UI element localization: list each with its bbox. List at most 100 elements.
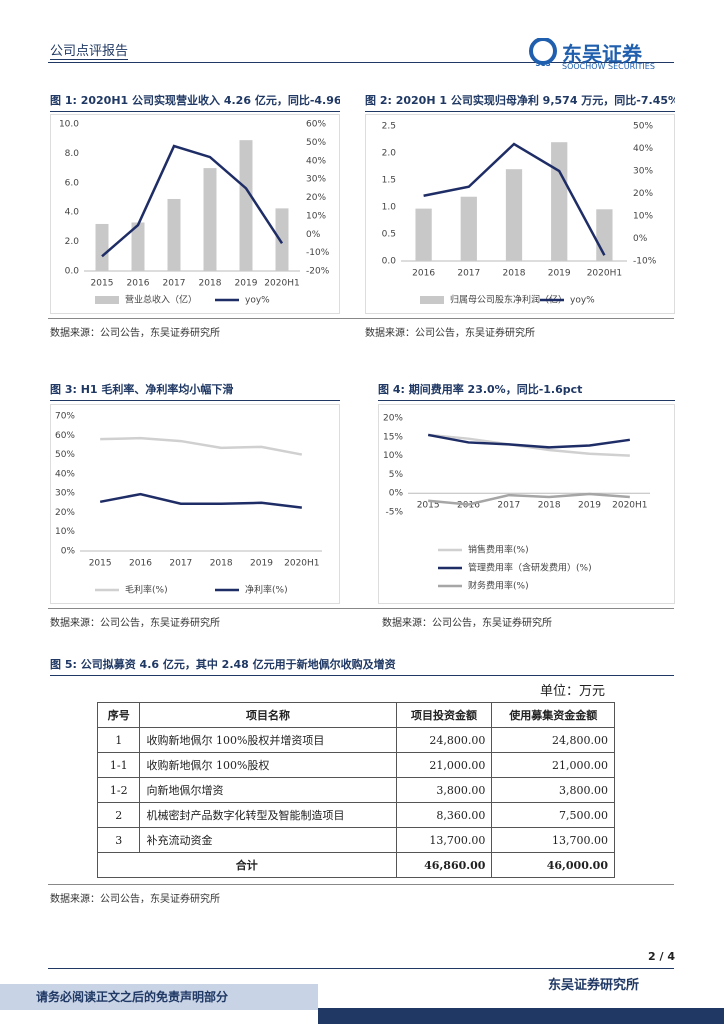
logo-cn: 东吴证券 (562, 42, 642, 66)
x-tick-label: 2017 (169, 559, 192, 569)
logo-ring (529, 38, 557, 65)
line (428, 492, 630, 506)
figure-title: 图 2: 2020H 1 公司实现归母净利 9,574 万元，同比-7.45% (365, 92, 675, 112)
chart: -5%0%5%10%15%20%2015 2016 2017 2018 2019 2020… (378, 404, 675, 604)
total-row: 合计 46,860.00 46,000.00 (97, 852, 615, 878)
report-type: 公司点评报告 (50, 40, 129, 60)
table-cell: 1-1 (96, 752, 141, 778)
y-tick-label: -5% (385, 508, 403, 518)
y2-tick-label: -20% (306, 267, 330, 277)
table-row: 1-2 向新地佩尔增资 3,800.00 3,800.00 (96, 777, 615, 803)
x-tick-label: 2015 (417, 501, 440, 511)
table: 序号 项目名称 项目投资金额 使用募集资金金额 1 收购新地佩尔 100%股权并增资项目 2… (96, 702, 615, 878)
y-tick-label: 40% (55, 469, 75, 479)
table-cell: 补充流动资金 (139, 827, 397, 853)
bar (415, 208, 432, 261)
disclaimer: 请务必阅读正文之后的免责声明部分 (36, 990, 229, 1004)
y2-tick-label: 0% (306, 230, 321, 240)
x-tick-label: 2015 (89, 559, 112, 569)
footer-band (0, 984, 318, 1010)
rule (48, 608, 674, 609)
y2-tick-label: 40% (633, 144, 653, 154)
table-cell: 1-2 (96, 777, 141, 803)
header-rule (48, 62, 674, 63)
rule (48, 884, 674, 885)
footer-rule (48, 968, 674, 969)
table-cell: 21,000.00 (491, 752, 615, 778)
x-tick-label: 2018 (199, 279, 222, 289)
y2-tick-label: 10% (633, 212, 653, 222)
logo-en: SOOCHOW SECURITIES (562, 62, 655, 71)
x-tick-label: 2019 (578, 501, 601, 511)
x-tick-label: 2018 (210, 559, 233, 569)
x-tick-label: 2016 (412, 269, 435, 279)
y-tick-label: 10% (383, 451, 403, 461)
legend-label: 销售费用率(%) (468, 544, 529, 556)
table-cell: 机械密封产品数字化转型及智能制造项目 (139, 802, 397, 828)
source: 数据来源：公司公告，东吴证券研究所 (50, 618, 220, 629)
total-cell: 合计 (97, 852, 397, 878)
footer-band (318, 1008, 724, 1024)
chart-frame (365, 114, 675, 314)
legend-label: yoy% (570, 296, 595, 306)
header-cell: 项目名称 (139, 702, 397, 728)
chart: 0.0 2.0 4.0 6.0 8.0 10.0 -20% -10% 0% 10% 20% 30% 40… (50, 114, 340, 314)
legend-label: yoy% (245, 296, 270, 306)
y-tick-label: 15% (383, 432, 403, 442)
bar (505, 169, 523, 261)
legend-label: 归属母公司股东净利润（亿） (450, 294, 567, 306)
y2-tick-label: 30% (633, 167, 653, 177)
y-tick-label: 1.0 (382, 203, 397, 213)
y-tick-label: 8.0 (65, 149, 80, 159)
header-cell: 使用募集资金金额 (491, 702, 615, 728)
table-cell: 21,000.00 (395, 752, 493, 778)
x-tick-label: 2017 (497, 501, 520, 511)
y-tick-label: 5% (389, 470, 404, 480)
table-title: 图 5: 公司拟募资 4.6 亿元，其中 2.48 亿元用于新地佩尔收购及增资 (50, 656, 674, 676)
y-tick-label: 2.0 (65, 237, 80, 247)
table-cell: 13,700.00 (491, 827, 615, 853)
line (101, 144, 284, 258)
y-tick-label: 2.0 (382, 149, 397, 159)
y2-tick-label: 0% (633, 234, 648, 244)
legend-swatch (420, 296, 444, 304)
y2-tick-label: 20% (633, 189, 653, 199)
line (100, 436, 303, 456)
x-tick-label: 2019 (548, 269, 571, 279)
x-tick-label: 2017 (163, 279, 186, 289)
source: 数据来源：公司公告，东吴证券研究所 (382, 618, 552, 629)
bar (203, 168, 217, 271)
y-tick-label: 10.0 (59, 120, 79, 130)
page-number: 2 / 4 (648, 950, 675, 963)
x-tick-label: 2015 (91, 279, 114, 289)
y-tick-label: 6.0 (65, 178, 80, 188)
y-tick-label: 0.5 (382, 230, 396, 240)
x-tick-label: 2016 (129, 559, 152, 569)
y-tick-label: 30% (55, 489, 75, 499)
table-row: 1 收购新地佩尔 100%股权并增资项目 24,800.00 24,800.00 (96, 727, 615, 753)
header-cell: 序号 (96, 702, 141, 728)
y-tick-label: 50% (55, 450, 75, 460)
header-cell: 项目投资金额 (395, 702, 493, 728)
y-tick-label: 0% (389, 489, 404, 499)
x-tick-label: 2016 (127, 279, 150, 289)
y2-tick-label: 50% (633, 122, 653, 132)
figure-title: 图 1: 2020H1 公司实现营业收入 4.26 亿元，同比-4.96% (50, 92, 340, 112)
bar (275, 208, 289, 271)
legend-label: 管理费用率（含研发费用）(%) (468, 562, 592, 574)
institute: 东吴证券研究所 (548, 978, 640, 993)
source: 数据来源：公司公告，东吴证券研究所 (50, 894, 220, 905)
table-cell: 8,360.00 (395, 802, 493, 828)
source: 数据来源：公司公告，东吴证券研究所 (50, 328, 220, 339)
x-tick-label: 2018 (538, 501, 561, 511)
x-tick-label: 2017 (457, 269, 480, 279)
y-tick-label: 1.5 (382, 176, 396, 186)
x-tick-label: 2020H1 (264, 279, 299, 289)
bar (460, 196, 477, 261)
table-row: 1-1 收购新地佩尔 100%股权 21,000.00 21,000.00 (96, 752, 615, 778)
chart: 0% 10% 20% 30% 40% 50% 60% 70% 2015 2016 2017 2018 2… (50, 404, 340, 604)
x-tick-label: 2020H1 (612, 501, 647, 511)
y2-tick-label: 30% (306, 175, 326, 185)
y2-tick-label: -10% (306, 248, 330, 258)
y-tick-label: 4.0 (65, 208, 80, 218)
